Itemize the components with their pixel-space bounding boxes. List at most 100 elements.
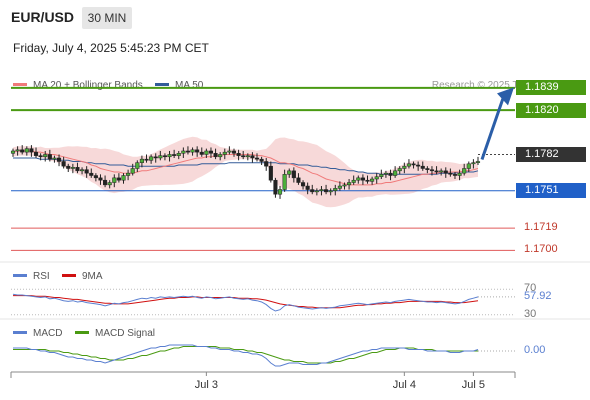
candle-body [324, 189, 329, 193]
macd-value-label: 0.00 [524, 344, 546, 356]
target-label: 1.1700 [524, 243, 558, 256]
candle-body [268, 165, 273, 181]
legend-ma50-label: MA 50 [175, 80, 204, 91]
candle-body [61, 161, 66, 167]
candle-body [176, 153, 181, 156]
candle-body [126, 172, 131, 176]
candle-body [80, 169, 85, 172]
candle-body [328, 190, 333, 193]
candle-body [89, 172, 94, 176]
candle-body [462, 168, 467, 174]
candle-body [93, 175, 98, 179]
candle-body [75, 167, 80, 172]
candle-body [319, 189, 324, 191]
ma20-swatch [13, 82, 27, 86]
current-price-tag: 1.1782 [516, 146, 586, 162]
candle-body [135, 162, 140, 169]
timeframe-badge[interactable]: 30 MIN [82, 7, 132, 29]
macd-line [13, 344, 479, 367]
candle-body [149, 156, 154, 161]
rsi-level-label: 70 [524, 282, 537, 295]
candle-body [241, 155, 246, 158]
candle-body [107, 182, 112, 186]
ma50-swatch [155, 82, 169, 86]
candle-body [310, 189, 315, 193]
rsi-level-label: 30 [524, 307, 537, 320]
rsi-line [12, 293, 479, 312]
candle-body [273, 179, 278, 195]
macd-swatch [13, 330, 27, 334]
candle-body [70, 167, 75, 169]
legend-ma20-label: MA 20 + Bollinger Bands [33, 80, 143, 91]
candle-body [218, 154, 223, 158]
candle-body [33, 151, 39, 156]
rsi-swatch [13, 273, 27, 277]
candle-body [439, 170, 444, 173]
candle-body [475, 161, 481, 163]
legend-macd-signal: MACD Signal [75, 328, 155, 339]
candle-body [167, 154, 172, 158]
time-axis-label: Jul 4 [393, 379, 416, 391]
candle-body [130, 168, 135, 174]
candle-body [139, 158, 144, 163]
legend-macd-label: MACD [33, 328, 63, 339]
legend-rsi-ma: 9MA [62, 271, 103, 282]
candle-body [300, 182, 306, 187]
candle-body [172, 154, 177, 156]
candle-body [365, 179, 370, 182]
candle-body [231, 150, 237, 154]
ma50-line [13, 157, 479, 175]
candle-body [383, 172, 388, 175]
candle-body [411, 163, 416, 166]
rsi-value-label: 57.92 [524, 289, 552, 302]
candle-body [116, 177, 121, 181]
target-label: 1.1719 [524, 221, 558, 234]
candle-body [402, 165, 407, 169]
legend-ma20: MA 20 + Bollinger Bands [13, 80, 143, 91]
candle-body [222, 151, 227, 155]
candle-body [38, 155, 43, 158]
candle-body [425, 168, 430, 170]
candle-body [259, 158, 264, 162]
rsi-ma-swatch [62, 273, 76, 277]
candle-body [397, 168, 402, 172]
candle-body [305, 185, 310, 190]
candle-body [466, 163, 471, 169]
candle-body [43, 154, 48, 158]
candle-body [337, 185, 342, 189]
candle-body [448, 172, 453, 175]
candle-body [227, 150, 232, 153]
candle-body [162, 155, 167, 158]
candle-body [103, 179, 108, 186]
support-tag: 1.1751 [516, 183, 586, 199]
pair-title: EUR/USD [11, 9, 75, 25]
legend-ma50: MA 50 [155, 80, 203, 91]
candle-body [393, 170, 398, 176]
forecast-arrow [480, 97, 505, 160]
candle-body [15, 149, 20, 152]
datetime-label: Friday, July 4, 2025 5:45:23 PM CET [13, 41, 209, 55]
candle-body [236, 153, 241, 156]
resistance-tag: 1.1839 [516, 80, 586, 96]
candle-body [185, 150, 191, 153]
candle-body [282, 174, 287, 190]
candle-body [121, 175, 126, 181]
legend-macd: MACD [13, 328, 62, 339]
macd-signal-swatch [75, 330, 89, 334]
candle-body [254, 157, 260, 160]
candle-body [245, 155, 250, 158]
candle-body [333, 188, 338, 191]
forecast-arrow-head [497, 87, 514, 106]
candle-body [208, 150, 214, 154]
candle-body [406, 163, 411, 167]
candle-body [370, 178, 375, 182]
ma20-line [12, 150, 479, 186]
legend-rsi-ma-label: 9MA [82, 271, 103, 282]
candle-body [250, 155, 255, 159]
candle-body [10, 150, 16, 154]
candle-body [84, 169, 89, 174]
candle-body [291, 170, 296, 179]
candle-body [158, 155, 163, 159]
candle-body [287, 170, 292, 175]
